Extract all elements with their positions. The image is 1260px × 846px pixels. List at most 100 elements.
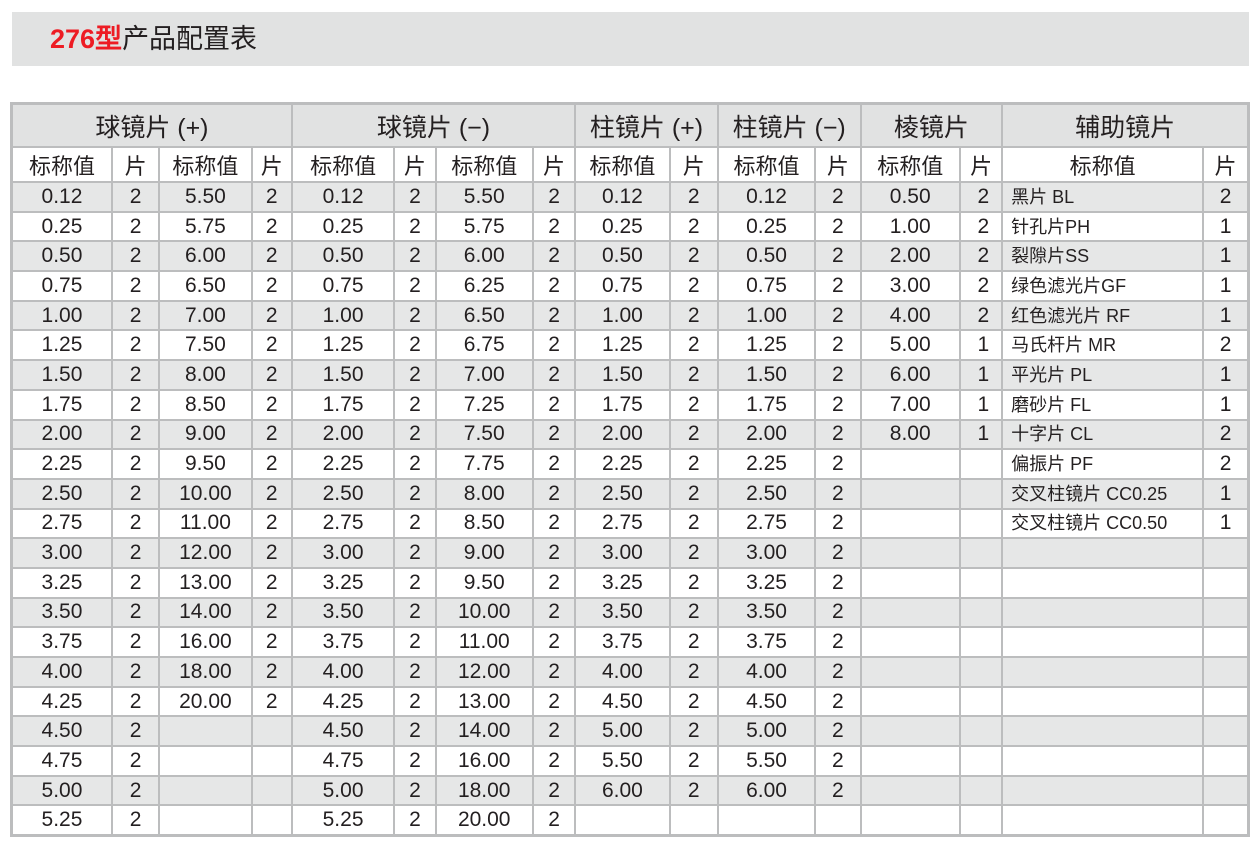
count-cell: 2	[814, 596, 862, 629]
title-bar: 276型产品配置表	[12, 12, 1249, 66]
count-cell: 2	[1202, 181, 1250, 213]
count-header: 片	[250, 146, 293, 183]
count-cell: 2	[531, 804, 577, 837]
nominal-value-cell: 5.75	[158, 210, 253, 243]
nominal-value-cell: 2.50	[574, 477, 671, 510]
nominal-value-cell: 0.75	[716, 270, 817, 302]
nominal-value-cell: 3.00	[574, 537, 671, 569]
nominal-value-cell: 9.00	[158, 418, 253, 451]
count-cell: 1	[1202, 359, 1250, 391]
count-cell: 2	[393, 299, 437, 332]
nominal-value-cell: 2.75	[290, 507, 396, 540]
nominal-value-cell: 2.25	[10, 448, 113, 480]
count-cell: 2	[110, 656, 161, 688]
table-row: 2.75 2 11.00 2 2.75 2 8.50 2 2.75 2 2.75 2 交叉柱镜片 CC0…	[10, 507, 1250, 540]
count-cell: 2	[110, 477, 161, 510]
nominal-value-cell: 4.25	[290, 685, 396, 718]
count-cell: 2	[250, 210, 293, 243]
nominal-value-cell: 7.50	[158, 329, 253, 362]
count-cell: 2	[958, 299, 1004, 332]
nominal-value-cell: 3.00	[859, 270, 961, 302]
count-cell	[668, 804, 719, 837]
nominal-value-cell: 16.00	[434, 745, 534, 777]
nominal-value-cell: 4.00	[859, 299, 961, 332]
nominal-value-cell: 7.75	[434, 448, 534, 480]
nominal-value-cell: 0.75	[10, 270, 113, 302]
count-cell: 2	[110, 329, 161, 362]
nominal-value-cell: 8.50	[434, 507, 534, 540]
nominal-value-cell	[859, 507, 961, 540]
count-cell: 2	[393, 388, 437, 421]
nominal-value-cell: 14.00	[434, 715, 534, 748]
nominal-value-cell: 0.12	[574, 181, 671, 213]
count-cell: 2	[250, 448, 293, 480]
count-cell: 2	[958, 210, 1004, 243]
nominal-value-cell: 7.00	[859, 388, 961, 421]
nominal-value-cell: 平光片 PL	[1001, 359, 1205, 391]
nominal-value-cell: 0.25	[716, 210, 817, 243]
count-cell	[958, 537, 1004, 569]
count-cell	[1202, 656, 1250, 688]
count-cell: 2	[668, 240, 719, 273]
nominal-value-cell: 8.00	[859, 418, 961, 451]
nominal-value-cell: 1.25	[716, 329, 817, 362]
nominal-value-cell: 6.00	[574, 774, 671, 807]
count-cell: 2	[250, 656, 293, 688]
nominal-value-cell: 4.00	[574, 656, 671, 688]
count-cell	[250, 774, 293, 807]
nominal-value-cell: 13.00	[434, 685, 534, 718]
nominal-value-cell: 4.50	[716, 685, 817, 718]
table-row: 0.12 2 5.50 2 0.12 2 5.50 2 0.12 2 0.12 2 0.50 2 黑片 BL…	[10, 181, 1250, 213]
count-cell	[1202, 537, 1250, 569]
nominal-value-cell: 20.00	[434, 804, 534, 837]
count-header: 片	[110, 146, 161, 183]
nominal-value-cell	[574, 804, 671, 837]
nominal-value-cell: 1.00	[290, 299, 396, 332]
nominal-value-cell: 2.75	[574, 507, 671, 540]
nominal-value-cell	[1001, 745, 1205, 777]
nominal-value-cell: 5.50	[574, 745, 671, 777]
count-cell: 2	[531, 181, 577, 213]
count-header: 片	[958, 146, 1004, 183]
nominal-value-cell: 0.50	[716, 240, 817, 273]
count-cell: 2	[814, 181, 862, 213]
nominal-value-cell: 5.50	[716, 745, 817, 777]
nominal-value-cell: 6.00	[859, 359, 961, 391]
table-row: 2.25 2 9.50 2 2.25 2 7.75 2 2.25 2 2.25 2 偏振片 PF 2	[10, 448, 1250, 480]
nominal-value-header: 标称值	[1001, 146, 1205, 183]
count-cell: 2	[110, 448, 161, 480]
nominal-value-cell: 2.25	[716, 448, 817, 480]
table-row: 4.25 2 20.00 2 4.25 2 13.00 2 4.50 2 4.50 2	[10, 685, 1250, 718]
count-cell: 1	[1202, 240, 1250, 273]
count-cell: 2	[250, 359, 293, 391]
nominal-value-cell: 2.00	[10, 418, 113, 451]
nominal-value-cell: 8.00	[158, 359, 253, 391]
count-cell: 2	[250, 596, 293, 629]
nominal-value-cell: 1.75	[10, 388, 113, 421]
count-cell: 2	[110, 359, 161, 391]
count-cell: 2	[668, 448, 719, 480]
nominal-value-cell: 3.50	[290, 596, 396, 629]
count-cell: 2	[110, 685, 161, 718]
count-cell: 2	[668, 299, 719, 332]
nominal-value-cell	[1001, 656, 1205, 688]
nominal-value-cell	[859, 715, 961, 748]
count-cell	[1202, 745, 1250, 777]
nominal-value-cell: 6.50	[158, 270, 253, 302]
count-cell: 2	[110, 388, 161, 421]
nominal-value-header: 标称值	[290, 146, 396, 183]
nominal-value-cell: 0.12	[716, 181, 817, 213]
count-header: 片	[531, 146, 577, 183]
count-cell	[1202, 596, 1250, 629]
count-cell: 2	[814, 448, 862, 480]
page-title: 276型产品配置表	[50, 22, 257, 56]
nominal-value-cell: 8.50	[158, 388, 253, 421]
nominal-value-cell: 0.12	[290, 181, 396, 213]
count-cell: 2	[250, 240, 293, 273]
count-cell: 2	[668, 507, 719, 540]
count-cell: 2	[668, 537, 719, 569]
count-cell: 2	[531, 774, 577, 807]
nominal-value-cell	[1001, 537, 1205, 569]
nominal-value-cell: 4.50	[290, 715, 396, 748]
nominal-value-cell: 4.00	[290, 656, 396, 688]
